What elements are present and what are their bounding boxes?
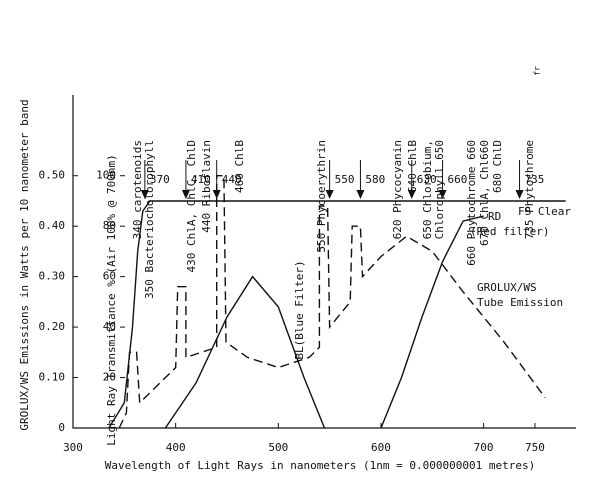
x-axis-label: Wavelength of Light Rays in nanometers (… [105,459,535,472]
top-label: 340 carotenoids [131,140,144,239]
arrow-head [438,190,447,199]
marker-label: 440 [222,173,242,186]
arrow-head [325,190,334,199]
top-label: 670 ChlA, Chl660 [478,140,491,246]
series-label: BL(Blue Filter) [293,260,306,359]
y-axis-label: GROLUX/WS Emissions in Watts per 10 nano… [18,99,31,430]
x-tick-label: 750 [525,441,545,454]
x-tick-label: 300 [63,441,83,454]
top-label: 680 ChlD [491,140,504,193]
marker-label: 630 [417,173,437,186]
x-tick-label: 500 [268,441,288,454]
x-tick-label: 600 [371,441,391,454]
y2-tick-label: 60 [103,270,116,283]
top-label: Chlorophyll 650 [433,140,446,239]
series-label: FS Clear [518,205,571,218]
series-label: Tube Emission [477,296,563,309]
y-tick-label: 0.50 [39,169,66,182]
y-tick-label: 0.30 [39,270,66,283]
y-tick-label: 0.40 [39,219,66,232]
top-label: 460 ChlB [233,140,246,193]
y-tick-label: 0.20 [39,320,66,333]
marker-label: 370 [150,173,170,186]
arrow-head [515,190,524,199]
marker-label: 660 [448,173,468,186]
x-tick-label: 700 [474,441,494,454]
y2-tick-label: 20 [103,371,116,384]
y2-tick-label: 40 [103,320,116,333]
top-label: 440 Riboflavin [200,140,213,233]
marker-label: 550 [335,173,355,186]
arrow-head [140,190,149,199]
y2-axis-label: Light Ray Transmittance % (Air 100% @ 70… [105,154,118,445]
arrow-head [181,190,190,199]
series-line [380,215,484,429]
top-label: fr [533,66,542,76]
series-label: RD [488,210,501,223]
top-label: 735 Phytochrome [523,140,536,239]
top-label: 640 ChlB [406,140,419,193]
arrow-head [407,190,416,199]
y2-tick-label: 100 [96,169,116,182]
marker-label: 580 [365,173,385,186]
top-label: 650 Chlorobium, [421,140,434,239]
y-tick-label: 0.10 [39,371,66,384]
series-line [164,275,326,429]
top-label: 660 Phytochrome 660 [465,140,478,266]
top-label: 350 Bacteriocholorophyll [143,140,156,299]
marker-label: 735 [525,173,545,186]
top-label: 620 Phycocyanin [391,140,404,239]
series-label: GROLUX/WS [477,281,537,294]
series-line [108,200,566,429]
series-label: (Red filter) [470,225,549,238]
top-label: 550 Phycoerythrin [315,140,328,253]
top-label: 430 ChlA, ChlC, ChlD [185,140,198,272]
arrow-head [356,190,365,199]
y-tick-label: 0 [58,421,65,434]
marker-label: 410 [191,173,211,186]
y2-tick-label: 80 [103,219,116,232]
arrow-head [212,190,221,199]
x-tick-label: 400 [166,441,186,454]
